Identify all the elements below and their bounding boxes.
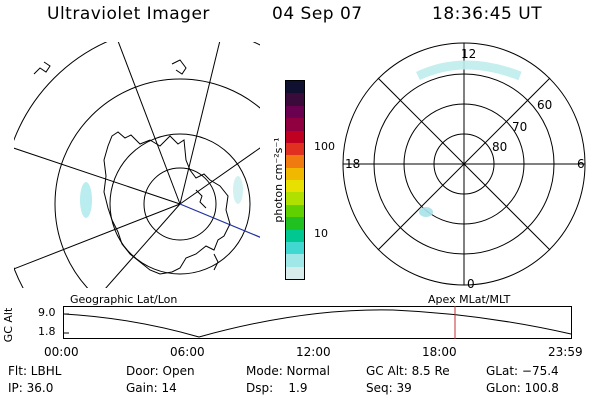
coastline bbox=[103, 131, 231, 275]
aurora-patch bbox=[80, 182, 92, 218]
observation-date: 04 Sep 07 bbox=[272, 4, 363, 24]
geo-map-label: Geographic Lat/Lon bbox=[70, 293, 178, 306]
status-door: Door: Open bbox=[126, 364, 195, 378]
colorbar-segment bbox=[286, 105, 304, 119]
colorbar-segment bbox=[286, 254, 304, 267]
colorbar-unit-label: photon cm⁻²s⁻¹ bbox=[272, 137, 285, 223]
alt-tick-min: 1.8 bbox=[38, 325, 56, 338]
status-gc-alt: GC Alt: 8.5 Re bbox=[366, 364, 450, 378]
geo-track-line bbox=[179, 203, 260, 238]
instrument-title: Ultraviolet Imager bbox=[47, 4, 210, 24]
status-glon: GLon: 100.8 bbox=[486, 381, 559, 395]
status-filter: Flt: LBHL bbox=[8, 364, 62, 378]
colorbar-tick-100: 100 bbox=[314, 140, 335, 153]
geographic-map bbox=[14, 42, 260, 288]
polar-meridian-diag bbox=[377, 77, 551, 251]
colorbar-segment bbox=[286, 217, 304, 230]
colorbar-segment bbox=[286, 204, 304, 218]
status-glat: GLat: −75.4 bbox=[486, 364, 559, 378]
gc-alt-axis-label: GC Alt bbox=[2, 307, 15, 343]
altitude-curve bbox=[63, 309, 572, 338]
geo-meridian bbox=[105, 203, 181, 288]
mlat-label-70: 70 bbox=[512, 120, 528, 134]
coastline bbox=[33, 61, 51, 75]
colorbar-segment bbox=[286, 241, 304, 255]
status-dsp: Dsp: 1.9 bbox=[246, 381, 308, 395]
polar-map bbox=[342, 42, 586, 286]
geo-meridian bbox=[14, 203, 181, 270]
colorbar-segment bbox=[286, 155, 304, 168]
geo-lat-circle bbox=[109, 133, 251, 275]
time-tick-1200: 12:00 bbox=[296, 345, 331, 359]
status-ip: IP: 36.0 bbox=[8, 381, 54, 395]
colorbar-segment bbox=[286, 167, 304, 180]
colorbar-segment bbox=[286, 130, 304, 143]
time-tick-2359: 23:59 bbox=[548, 345, 583, 359]
observation-time: 18:36:45 UT bbox=[432, 4, 543, 24]
geo-lat-circle bbox=[54, 78, 260, 288]
colorbar-segment bbox=[286, 142, 304, 156]
status-seq: Seq: 39 bbox=[366, 381, 412, 395]
mlt-label-6: 6 bbox=[577, 157, 585, 171]
mlat-label-80: 80 bbox=[492, 140, 508, 154]
colorbar-segment bbox=[286, 93, 304, 106]
aurora-oval-day bbox=[416, 60, 522, 81]
coastline bbox=[195, 189, 207, 209]
geo-meridian bbox=[117, 42, 181, 205]
coastline bbox=[171, 59, 187, 75]
time-tick-0000: 00:00 bbox=[44, 345, 79, 359]
geo-meridian bbox=[179, 147, 260, 205]
time-tick-1800: 18:00 bbox=[422, 345, 457, 359]
mlt-label-12: 12 bbox=[461, 47, 477, 61]
colorbar bbox=[285, 80, 305, 280]
time-tick-0600: 06:00 bbox=[170, 345, 205, 359]
mlt-label-18: 18 bbox=[345, 157, 361, 171]
aurora-patch bbox=[419, 207, 433, 217]
geo-meridian bbox=[14, 147, 181, 205]
status-mode: Mode: Normal bbox=[246, 364, 330, 378]
polar-map-label: Apex MLat/MLT bbox=[428, 293, 511, 306]
colorbar-segment bbox=[286, 180, 304, 193]
geo-lat-circle bbox=[143, 167, 217, 241]
mlt-label-0: 0 bbox=[467, 277, 475, 291]
geo-meridian bbox=[179, 42, 221, 205]
coastline bbox=[213, 253, 219, 271]
colorbar-segment bbox=[286, 266, 304, 279]
colorbar-segment bbox=[286, 81, 304, 94]
aurora-patch bbox=[233, 176, 243, 204]
mlat-label-60: 60 bbox=[537, 98, 553, 112]
colorbar-segment bbox=[286, 229, 304, 242]
orbit-timeline bbox=[63, 306, 572, 339]
colorbar-segment bbox=[286, 118, 304, 131]
colorbar-tick-10: 10 bbox=[314, 227, 328, 240]
status-gain: Gain: 14 bbox=[126, 381, 177, 395]
colorbar-segment bbox=[286, 192, 304, 205]
alt-tick-max: 9.0 bbox=[38, 306, 56, 319]
